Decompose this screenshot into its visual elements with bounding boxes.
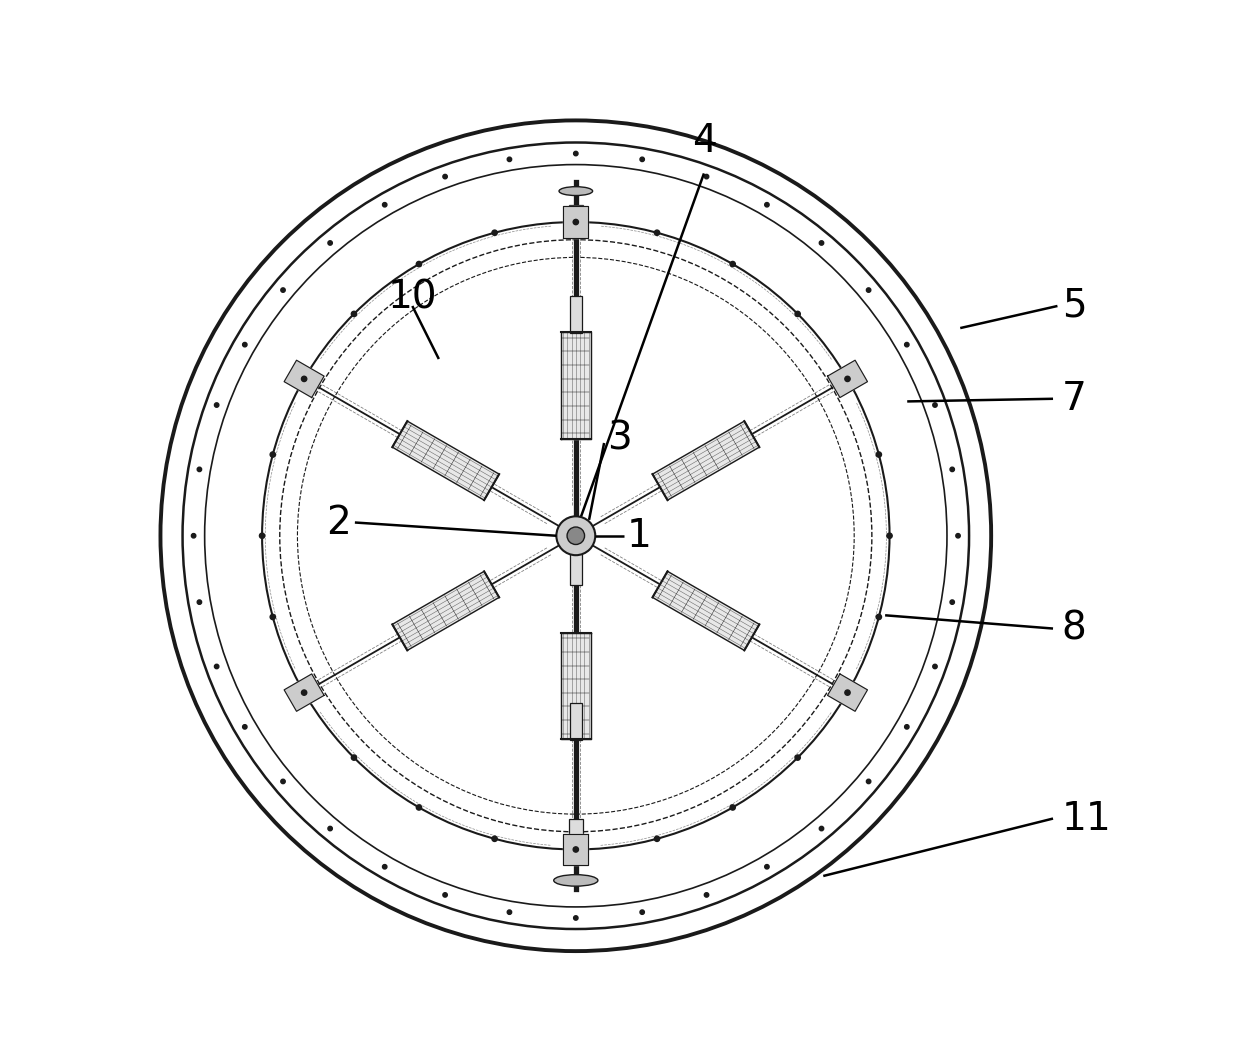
Circle shape xyxy=(950,600,955,604)
Circle shape xyxy=(956,534,960,538)
Circle shape xyxy=(640,910,645,914)
Circle shape xyxy=(820,827,823,831)
Circle shape xyxy=(655,836,660,841)
Circle shape xyxy=(382,203,387,207)
Circle shape xyxy=(243,724,247,729)
Circle shape xyxy=(640,157,645,162)
Circle shape xyxy=(507,910,512,914)
Circle shape xyxy=(215,665,218,669)
Polygon shape xyxy=(284,674,324,712)
Circle shape xyxy=(655,230,660,235)
Circle shape xyxy=(557,516,595,555)
FancyBboxPatch shape xyxy=(569,205,583,230)
Circle shape xyxy=(301,690,306,695)
Circle shape xyxy=(820,240,823,246)
FancyBboxPatch shape xyxy=(569,297,582,333)
Circle shape xyxy=(270,614,275,620)
Circle shape xyxy=(704,175,709,179)
Circle shape xyxy=(795,754,800,761)
Circle shape xyxy=(270,451,275,458)
Polygon shape xyxy=(563,834,588,865)
Polygon shape xyxy=(563,206,588,238)
Circle shape xyxy=(905,724,909,729)
Circle shape xyxy=(215,402,218,408)
Circle shape xyxy=(417,261,422,266)
Circle shape xyxy=(197,467,202,471)
Circle shape xyxy=(280,287,285,293)
Circle shape xyxy=(492,836,497,841)
Polygon shape xyxy=(827,361,868,397)
Circle shape xyxy=(765,864,769,869)
Circle shape xyxy=(887,533,893,538)
FancyBboxPatch shape xyxy=(569,819,583,844)
Text: 4: 4 xyxy=(692,122,717,160)
Ellipse shape xyxy=(559,187,593,195)
Polygon shape xyxy=(827,674,868,712)
Text: 7: 7 xyxy=(1061,379,1086,418)
Circle shape xyxy=(492,230,497,235)
Circle shape xyxy=(243,343,247,347)
Polygon shape xyxy=(392,572,500,650)
Text: 5: 5 xyxy=(1061,287,1086,325)
Text: 2: 2 xyxy=(326,504,351,541)
Circle shape xyxy=(932,665,937,669)
Circle shape xyxy=(730,261,735,266)
Circle shape xyxy=(327,827,332,831)
Circle shape xyxy=(301,376,306,381)
Text: 10: 10 xyxy=(388,278,438,317)
Polygon shape xyxy=(392,421,500,501)
Circle shape xyxy=(417,805,422,810)
Polygon shape xyxy=(560,332,590,439)
Polygon shape xyxy=(652,421,759,501)
Circle shape xyxy=(443,892,448,897)
Circle shape xyxy=(573,846,579,852)
Circle shape xyxy=(327,240,332,246)
Circle shape xyxy=(795,311,800,317)
Circle shape xyxy=(507,157,512,162)
Circle shape xyxy=(382,864,387,869)
Polygon shape xyxy=(652,572,759,650)
Circle shape xyxy=(259,533,265,538)
Circle shape xyxy=(280,780,285,784)
Circle shape xyxy=(574,915,578,921)
Polygon shape xyxy=(560,633,590,739)
Circle shape xyxy=(191,534,196,538)
FancyBboxPatch shape xyxy=(569,549,582,585)
Text: 8: 8 xyxy=(1061,609,1086,648)
Circle shape xyxy=(573,219,579,225)
Circle shape xyxy=(932,402,937,408)
Circle shape xyxy=(704,892,709,897)
Circle shape xyxy=(867,780,870,784)
Circle shape xyxy=(950,467,955,471)
Circle shape xyxy=(765,203,769,207)
FancyBboxPatch shape xyxy=(569,703,582,740)
Circle shape xyxy=(877,451,882,458)
Circle shape xyxy=(844,690,851,695)
Circle shape xyxy=(443,175,448,179)
Circle shape xyxy=(905,343,909,347)
Circle shape xyxy=(351,311,357,317)
Circle shape xyxy=(877,614,882,620)
Text: 1: 1 xyxy=(627,517,652,555)
Circle shape xyxy=(574,152,578,156)
Text: 3: 3 xyxy=(606,419,631,458)
Circle shape xyxy=(730,805,735,810)
Ellipse shape xyxy=(554,875,598,886)
Circle shape xyxy=(351,754,357,761)
Polygon shape xyxy=(284,361,324,397)
Text: 11: 11 xyxy=(1061,799,1111,837)
Circle shape xyxy=(844,376,851,381)
Circle shape xyxy=(197,600,202,604)
Circle shape xyxy=(567,527,584,544)
Circle shape xyxy=(867,287,870,293)
